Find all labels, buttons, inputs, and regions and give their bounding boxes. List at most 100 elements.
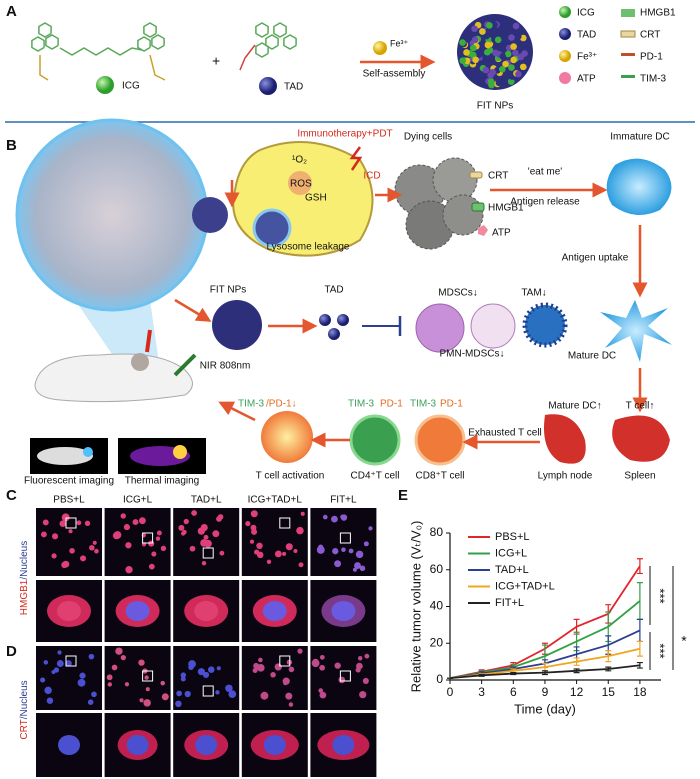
cell: [332, 548, 339, 555]
legend-icon: [621, 9, 635, 17]
cell: [359, 691, 367, 699]
legend: ICG TAD Fe³⁺ ATP HMGB1 CRT PD-1 TIM-3: [559, 6, 676, 85]
pmn-mdsc: [470, 303, 516, 349]
legend-label: TAD+L: [495, 564, 529, 576]
molecule-drawings: [31, 22, 297, 81]
cell: [79, 672, 86, 679]
cell: [201, 560, 207, 566]
cell: [249, 539, 255, 544]
cell: [219, 550, 225, 556]
label: T cell activation: [256, 471, 325, 482]
cell: [357, 656, 363, 661]
counterstain: /Nucleus: [19, 541, 30, 580]
np-dot: [495, 79, 503, 87]
cell: [53, 667, 60, 673]
inset-box: [142, 532, 154, 544]
panel-label: A: [6, 3, 17, 20]
cell: [84, 520, 91, 527]
label: CD8⁺T cell: [416, 471, 465, 482]
cell: [46, 697, 54, 704]
cell: [354, 562, 361, 570]
micrograph: [241, 646, 308, 710]
significance: ***: [653, 643, 668, 658]
column-header: PBS+L: [53, 495, 85, 506]
cell: [120, 513, 126, 519]
panel-label: E: [398, 487, 408, 504]
nucleus: [263, 735, 286, 755]
label: MDSCs↓: [438, 288, 477, 299]
ring: [151, 34, 165, 50]
error-bar: [541, 670, 548, 676]
legend-icon: [559, 6, 571, 18]
label: Antigen uptake: [562, 253, 629, 264]
np-dot: [515, 70, 522, 78]
cell: [352, 567, 357, 572]
np-dot: [471, 25, 478, 33]
np-dot: [508, 34, 515, 41]
np-dot: [499, 65, 506, 73]
cell: [68, 529, 73, 534]
cell: [87, 699, 94, 705]
np-dot: [459, 57, 466, 64]
row-label: HMGB1/Nucleus: [19, 541, 30, 615]
significance: ***: [653, 588, 668, 603]
label: T cell↑: [626, 401, 655, 412]
column-header: FIT+L: [330, 495, 357, 506]
np-dot: [486, 22, 493, 29]
label: HMGB1: [488, 203, 524, 214]
np-dot: [482, 55, 490, 62]
chain: [239, 44, 256, 71]
cell: [318, 688, 324, 693]
cell: [254, 549, 260, 555]
cell: [300, 511, 305, 516]
cd8-t-cell: [414, 414, 466, 466]
tumor-zoom: [15, 118, 209, 312]
ring: [255, 42, 269, 58]
ring: [143, 22, 157, 38]
label: Immunotherapy+PDT: [297, 129, 392, 140]
chart: 0 20 40 60 80 0 3 6 9 12 15 18 Time (day) Relative tu…: [408, 521, 687, 717]
label: 'eat me': [528, 167, 562, 178]
cell: [319, 691, 327, 699]
active-t-cell: [261, 411, 313, 463]
np-dot: [512, 49, 519, 57]
cell: [311, 659, 320, 668]
cell: [161, 693, 169, 701]
error-bar: [573, 668, 580, 674]
np-dot: [492, 49, 499, 57]
cell: [111, 664, 118, 671]
np-dot: [488, 81, 495, 89]
counterstain: /Nucleus: [19, 680, 30, 719]
schematic: [15, 118, 672, 474]
label: TIM-3: [348, 399, 375, 410]
cell: [355, 667, 361, 673]
cell: [282, 551, 287, 556]
error-bar: [573, 657, 580, 666]
label: PD-1: [380, 399, 403, 410]
fe-label: Fe³⁺: [390, 38, 409, 48]
label: Mature DC↑: [548, 401, 601, 412]
label: PD-1: [440, 399, 463, 410]
cell: [288, 666, 295, 673]
cell: [348, 548, 354, 554]
cell: [56, 660, 64, 667]
np-dot: [507, 78, 515, 85]
label: CD4⁺T cell: [351, 471, 400, 482]
cell: [288, 702, 294, 707]
np-dot: [474, 76, 482, 84]
np-dot: [469, 44, 477, 52]
tumor: [131, 353, 149, 371]
cell: [151, 551, 157, 557]
error-bar: [478, 673, 485, 677]
label: Immature DC: [610, 132, 669, 143]
label: ATP: [492, 228, 511, 239]
np-dot: [512, 22, 520, 30]
cell: [148, 540, 155, 547]
cell: [251, 528, 258, 535]
cell: [120, 654, 126, 661]
nucleus: [58, 735, 80, 755]
cell: [61, 513, 70, 522]
cell: [123, 524, 130, 531]
mature-dc: [600, 300, 672, 362]
cell: [258, 657, 263, 663]
